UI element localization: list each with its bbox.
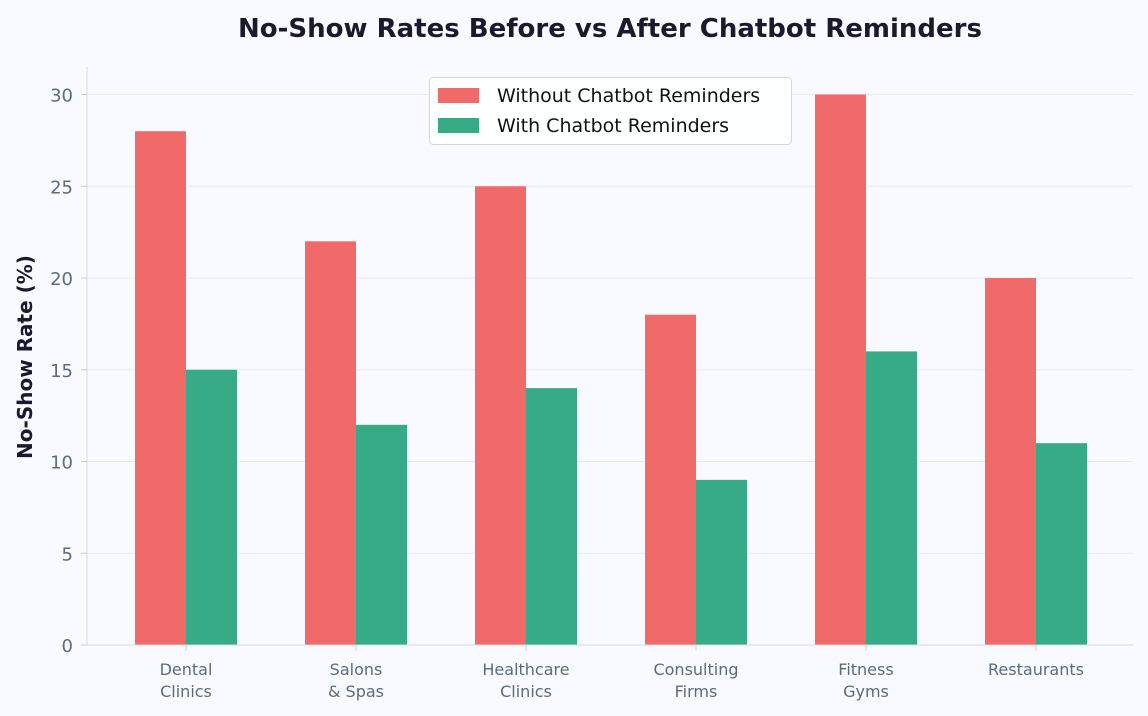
y-tick-label: 10 [50, 453, 73, 474]
x-ticks: Dental Clinics Salons & Spas Healthcare Clini… [160, 645, 1084, 701]
legend-label: With Chatbot Reminders [497, 115, 729, 137]
bar-without-2 [475, 186, 526, 645]
legend-label: Without Chatbot Reminders [497, 85, 760, 107]
y-tick-label: 30 [50, 86, 73, 107]
bar-without-3 [645, 314, 696, 645]
bar-with-2 [526, 388, 577, 645]
bar-without-1 [305, 241, 356, 646]
bar-with-1 [356, 424, 407, 645]
x-tick-label: & Spas [328, 682, 384, 701]
bar-without-5 [985, 278, 1036, 645]
x-tick-label: Firms [675, 682, 718, 701]
legend: Without Chatbot Reminders With Chatbot Re… [429, 77, 792, 145]
x-tick-label: Clinics [160, 682, 212, 701]
axes [86, 67, 1133, 646]
bars [135, 94, 1087, 646]
x-tick-label: Dental [160, 660, 213, 679]
bar-without-4 [815, 94, 866, 646]
bar-with-3 [696, 479, 747, 645]
legend-box [429, 77, 792, 145]
legend-swatch [438, 88, 479, 103]
x-tick-label: Consulting [653, 660, 738, 679]
y-ticks: 0 5 10 15 20 25 30 [50, 86, 87, 657]
y-tick-label: 5 [62, 544, 73, 565]
bar-with-5 [1036, 443, 1087, 645]
x-tick-label: Salons [330, 660, 383, 679]
bar-with-4 [866, 351, 917, 645]
bar-with-0 [186, 369, 237, 645]
legend-swatch [438, 118, 479, 133]
y-tick-label: 0 [62, 636, 73, 657]
gridlines [87, 94, 1133, 554]
x-tick-label: Clinics [500, 682, 552, 701]
y-axis-label: No-Show Rate (%) [13, 255, 37, 459]
chart-title: No-Show Rates Before vs After Chatbot Re… [238, 14, 982, 44]
x-tick-label: Gyms [843, 682, 889, 701]
x-tick-label: Healthcare [482, 660, 569, 679]
bar-without-0 [135, 131, 186, 645]
y-tick-label: 25 [50, 177, 73, 198]
y-tick-label: 20 [50, 269, 73, 290]
y-tick-label: 15 [50, 361, 73, 382]
x-tick-label: Restaurants [988, 660, 1084, 679]
x-tick-label: Fitness [838, 660, 893, 679]
